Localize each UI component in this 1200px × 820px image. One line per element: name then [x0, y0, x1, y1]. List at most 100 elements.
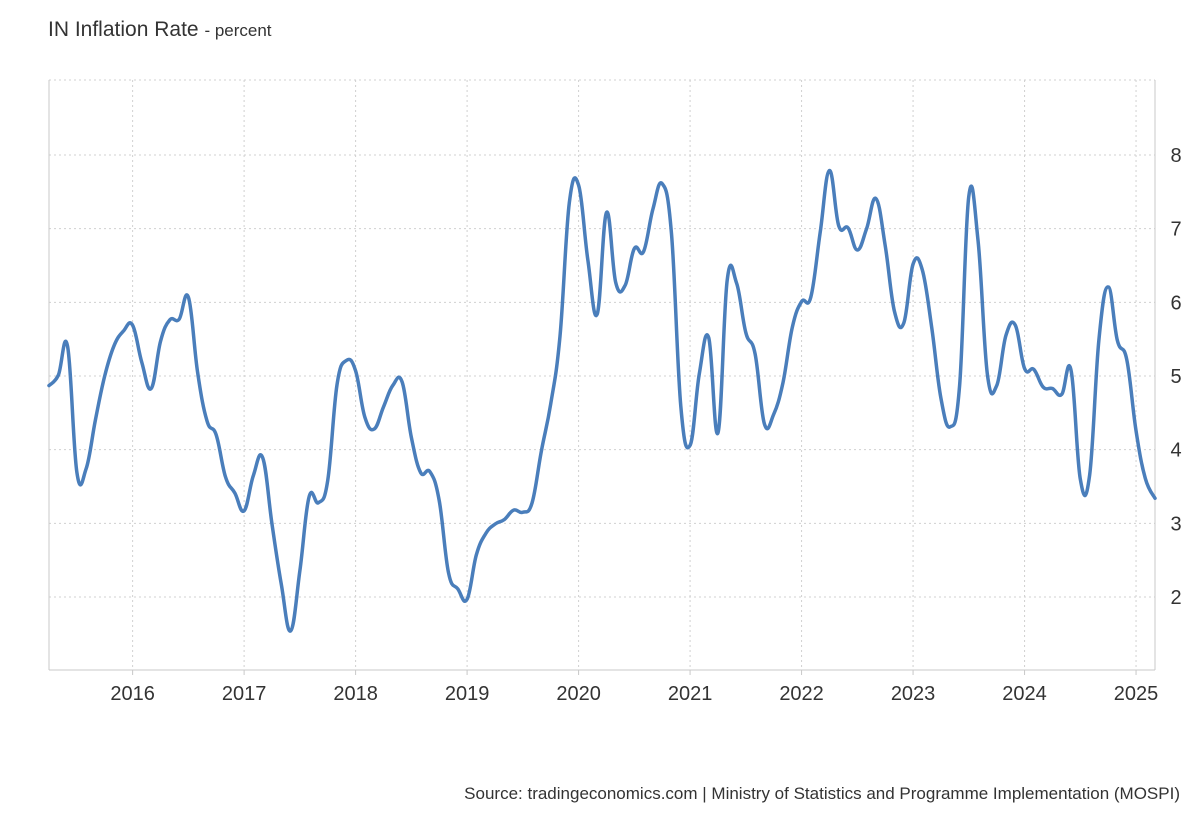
- data-point: [94, 418, 98, 422]
- data-point: [354, 369, 358, 373]
- data-point: [131, 323, 135, 327]
- data-point: [465, 597, 469, 601]
- data-point: [800, 300, 804, 304]
- x-tick-label-2025: 2025: [1114, 683, 1159, 705]
- data-point: [735, 281, 739, 285]
- data-point: [233, 491, 237, 495]
- data-point: [985, 373, 989, 377]
- data-point: [437, 499, 441, 503]
- data-point: [289, 629, 293, 633]
- y-tick-label-7: 7: [1170, 219, 1181, 241]
- data-point: [697, 372, 701, 376]
- data-point: [911, 262, 915, 266]
- data-point: [995, 384, 999, 388]
- data-point: [837, 224, 841, 228]
- data-point: [595, 312, 599, 316]
- data-point: [1050, 387, 1054, 391]
- y-tick-label-8: 8: [1170, 145, 1181, 167]
- data-point: [159, 339, 163, 343]
- data-point: [493, 522, 497, 526]
- data-point: [827, 169, 831, 173]
- data-point: [1060, 392, 1064, 396]
- data-point: [772, 412, 776, 416]
- data-point: [707, 336, 711, 340]
- data-point: [670, 232, 674, 236]
- data-point: [902, 321, 906, 325]
- data-point: [920, 268, 924, 272]
- data-point: [865, 227, 869, 231]
- data-point: [1078, 477, 1082, 481]
- data-point: [521, 510, 525, 514]
- x-tick-label-2020: 2020: [556, 683, 601, 705]
- data-point: [614, 280, 618, 284]
- data-point: [744, 331, 748, 335]
- data-point: [307, 495, 311, 499]
- data-point: [298, 569, 302, 573]
- data-point: [939, 396, 943, 400]
- data-point: [948, 425, 952, 429]
- data-point: [270, 522, 274, 526]
- data-point: [1143, 476, 1147, 480]
- data-point: [75, 471, 79, 475]
- series-line-inflation-rate: [47, 168, 1157, 633]
- data-point: [586, 258, 590, 262]
- data-point: [112, 344, 116, 348]
- data-point: [456, 587, 460, 591]
- data-point: [447, 571, 451, 575]
- data-point: [725, 278, 729, 282]
- data-point: [530, 501, 534, 505]
- data-point: [846, 226, 850, 230]
- data-point: [976, 239, 980, 243]
- data-point: [363, 415, 367, 419]
- data-point: [502, 518, 506, 522]
- source-attribution: Source: tradingeconomics.com | Ministry …: [464, 784, 1180, 803]
- chart-title: IN Inflation Rate - percent: [48, 18, 272, 42]
- data-point: [790, 325, 794, 329]
- data-point: [753, 352, 757, 356]
- data-point: [809, 295, 813, 299]
- data-point: [892, 309, 896, 313]
- data-point: [958, 384, 962, 388]
- x-tick-label-2018: 2018: [333, 683, 378, 705]
- y-tick-label-3: 3: [1170, 513, 1181, 535]
- data-point: [419, 471, 423, 475]
- data-point: [567, 201, 571, 205]
- chart-subtitle: percent: [214, 21, 272, 40]
- x-tick-label-2019: 2019: [445, 683, 490, 705]
- data-point: [409, 435, 413, 439]
- data-point: [540, 448, 544, 452]
- data-point: [1004, 334, 1008, 338]
- data-point: [224, 475, 228, 479]
- data-point: [688, 443, 692, 447]
- data-point: [1134, 429, 1138, 433]
- data-point: [140, 361, 144, 365]
- y-tick-label-5: 5: [1170, 366, 1181, 388]
- data-point: [84, 467, 88, 471]
- data-point: [1013, 323, 1017, 327]
- data-point: [242, 509, 246, 513]
- data-point: [1088, 473, 1092, 477]
- data-point: [818, 230, 822, 234]
- x-tick-label-2023: 2023: [891, 683, 936, 705]
- data-point: [577, 183, 581, 187]
- data-point: [177, 317, 181, 321]
- data-point: [168, 318, 172, 322]
- data-point: [605, 211, 609, 215]
- data-point: [874, 197, 878, 201]
- data-point: [121, 329, 125, 333]
- x-tick-label-2022: 2022: [779, 683, 824, 705]
- x-tick-label-2024: 2024: [1002, 683, 1047, 705]
- data-point: [1115, 339, 1119, 343]
- data-point: [716, 431, 720, 435]
- data-point: [632, 247, 636, 251]
- data-point: [512, 508, 516, 512]
- data-point: [660, 182, 664, 186]
- data-point: [428, 470, 432, 474]
- data-point: [47, 384, 51, 388]
- x-tick-label-2016: 2016: [110, 683, 155, 705]
- data-point: [382, 405, 386, 409]
- data-point: [391, 384, 395, 388]
- y-tick-label-4: 4: [1170, 440, 1181, 462]
- data-point: [558, 334, 562, 338]
- data-point: [196, 370, 200, 374]
